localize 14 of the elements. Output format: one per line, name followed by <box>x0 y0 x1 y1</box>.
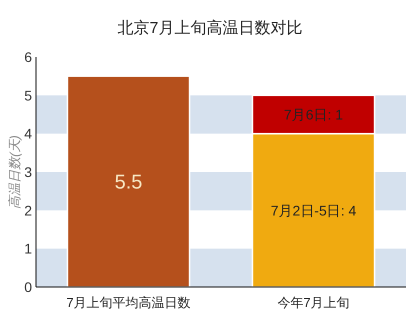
data-label: 5.5 <box>114 172 142 194</box>
y-tick-label: 6 <box>24 49 32 65</box>
chart-title: 北京7月上旬高温日数对比 <box>118 19 302 37</box>
y-tick-label: 4 <box>24 126 32 142</box>
data-label: 7月2日-5日: 4 <box>270 202 357 218</box>
y-tick-label: 3 <box>24 164 32 180</box>
y-tick-label: 5 <box>24 87 32 104</box>
data-label: 7月6日: 1 <box>284 106 344 122</box>
y-tick-label: 2 <box>24 202 32 218</box>
y-tick-label: 1 <box>24 240 32 257</box>
y-tick-label: 0 <box>24 279 32 295</box>
x-tick-label: 7月上旬平均高温日数 <box>66 295 191 310</box>
y-axis-title: 高温日数(天) <box>7 135 22 209</box>
x-tick-label: 今年7月上旬 <box>277 295 350 310</box>
